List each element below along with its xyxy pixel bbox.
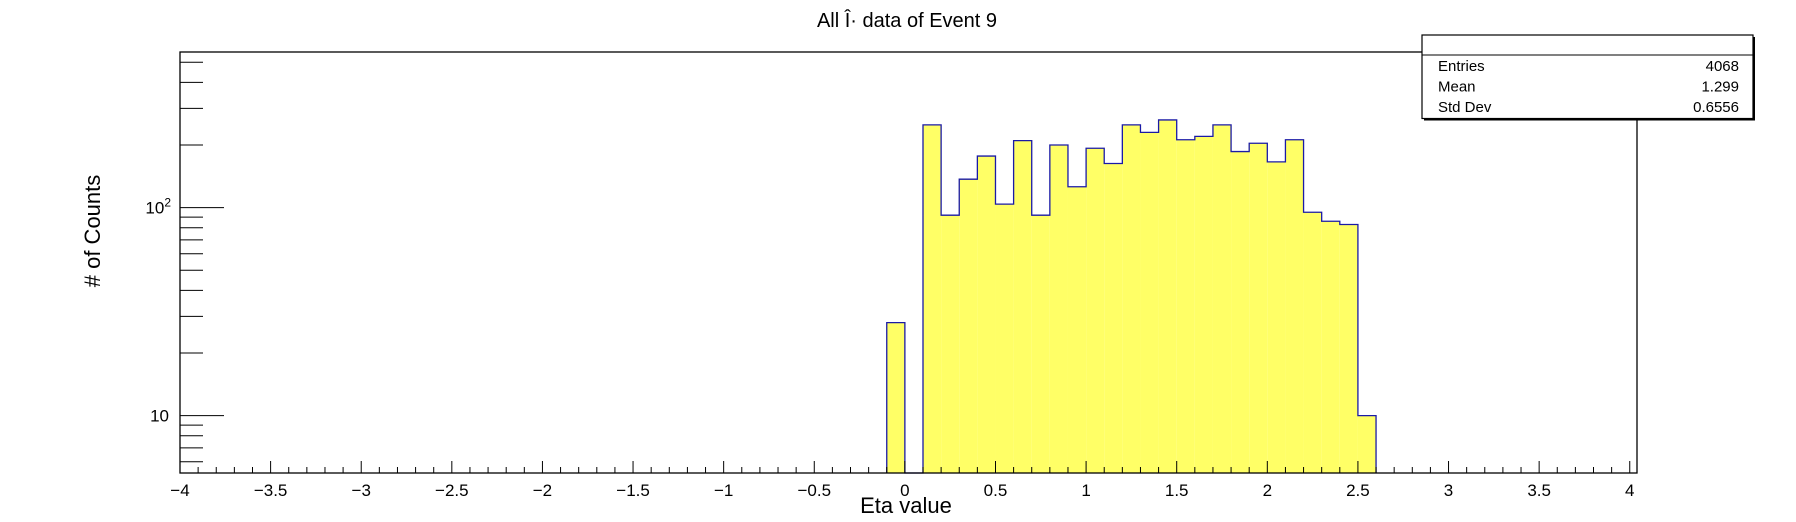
x-tick-label: −1.5 <box>616 481 650 500</box>
histogram-bar <box>1122 124 1141 473</box>
x-tick-label: 3 <box>1444 481 1453 500</box>
stats-label: Entries <box>1438 58 1485 75</box>
y-axis-label: # of Counts <box>80 175 105 288</box>
histogram-bar <box>1104 163 1123 473</box>
chart-title: All Î· data of Event 9 <box>817 9 997 32</box>
x-tick-label: 0.5 <box>984 481 1008 500</box>
histogram-bar <box>886 322 905 473</box>
histogram-bar <box>1158 119 1177 474</box>
histogram-bar <box>1031 215 1050 474</box>
y-tick-label: 10 <box>150 407 169 426</box>
histogram-bar <box>995 204 1014 473</box>
x-tick-label: −2 <box>533 481 552 500</box>
stats-box-frame <box>1421 34 1754 120</box>
x-tick-label: 1 <box>1081 481 1090 500</box>
histogram-bar <box>941 215 960 474</box>
x-tick-label: −3.5 <box>254 481 288 500</box>
histogram-bar <box>1231 151 1250 474</box>
x-tick-label: 4 <box>1625 481 1634 500</box>
x-tick-label: −0.5 <box>797 481 831 500</box>
x-axis-label: Eta value <box>860 493 952 518</box>
histogram-bar <box>1267 161 1286 474</box>
histogram-bar <box>1357 415 1377 473</box>
stats-box: Entries 4068 Mean 1.299 Std Dev 0.6556 <box>1421 34 1755 121</box>
histogram-bar <box>1049 145 1068 473</box>
stats-label: Std Dev <box>1438 99 1492 116</box>
x-axis: −4 −3.5 −3 −2.5 −2 −1.5 −1 −0.5 0 0.5 1 1.5 2 2.5 3 3.5… <box>170 461 1634 500</box>
histogram-bar <box>1086 148 1105 473</box>
x-tick-label: 2 <box>1263 481 1272 500</box>
histogram-bar <box>1013 140 1032 473</box>
histogram-bars <box>886 119 1377 474</box>
histogram-bar <box>1194 136 1213 473</box>
x-tick-label: −3 <box>352 481 371 500</box>
x-tick-label: 3.5 <box>1527 481 1551 500</box>
histogram-bar <box>1249 143 1268 474</box>
histogram-bar <box>1285 139 1304 473</box>
plot-frame <box>179 51 1638 474</box>
histogram-bar <box>959 179 978 473</box>
y-tick-label: 102 <box>145 196 171 218</box>
y-axis: 10 102 <box>145 61 224 463</box>
histogram-bar <box>977 156 996 474</box>
histogram-bar <box>1303 212 1322 473</box>
stats-value: 4068 <box>1706 58 1739 75</box>
x-tick-label: 0 <box>900 481 909 500</box>
x-tick-label: −2.5 <box>435 481 469 500</box>
stats-value: 1.299 <box>1701 78 1739 95</box>
histogram-bar <box>1212 124 1232 473</box>
histogram-bar <box>922 124 942 473</box>
histogram-bar <box>1140 132 1159 473</box>
x-tick-label: −4 <box>170 481 189 500</box>
stats-value: 0.6556 <box>1693 99 1739 116</box>
x-tick-label: −1 <box>714 481 733 500</box>
stats-label: Mean <box>1438 78 1476 95</box>
x-tick-label: 1.5 <box>1165 481 1189 500</box>
histogram-bar <box>1321 221 1340 473</box>
histogram-outline <box>886 119 1377 474</box>
histogram-bar <box>1176 139 1195 473</box>
histogram-bar <box>1067 186 1087 473</box>
histogram-bar <box>1339 224 1358 473</box>
x-tick-label: 2.5 <box>1346 481 1370 500</box>
